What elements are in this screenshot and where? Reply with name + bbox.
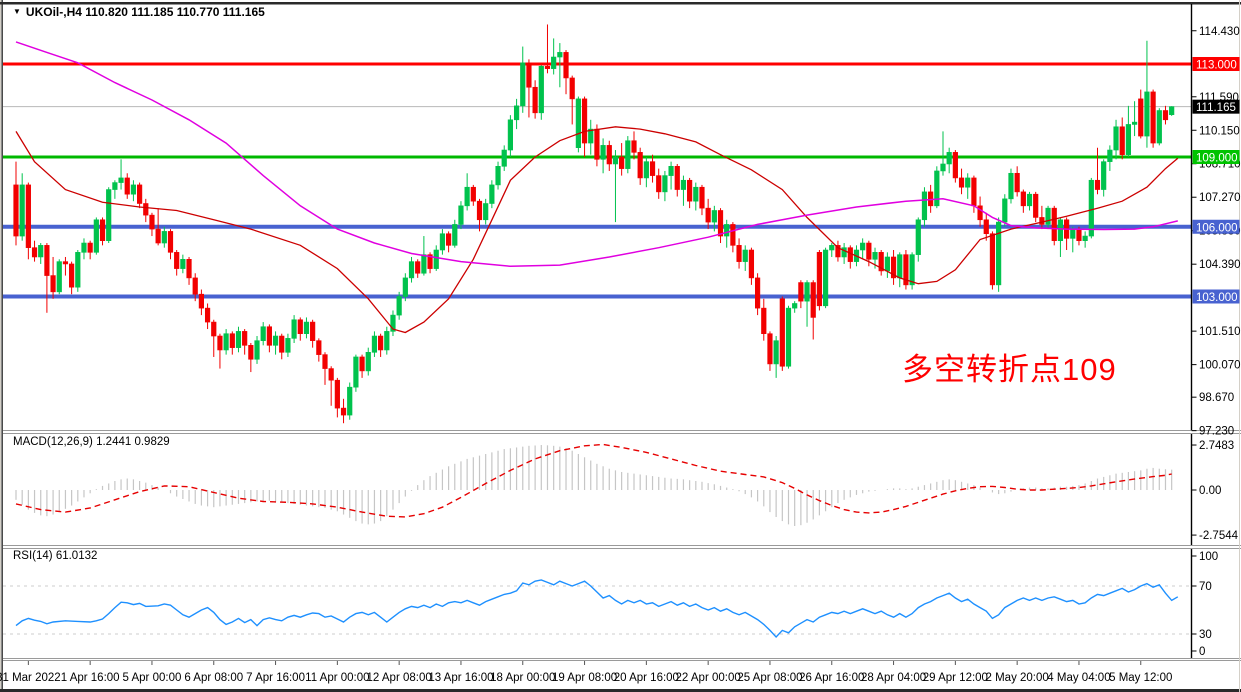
- time-tick-label: 5 Apr 00:00: [123, 672, 182, 684]
- time-tick-label: 12 Apr 08:00: [367, 672, 432, 684]
- time-tick-label: 7 Apr 16:00: [246, 672, 305, 684]
- time-tick-label: 6 Apr 08:00: [184, 672, 243, 684]
- macd-signal-line: [15, 443, 1172, 518]
- panel-splitters[interactable]: [0, 430, 1241, 661]
- time-tick-label: 28 Apr 04:00: [861, 672, 926, 684]
- price-tick-label: 104.390: [1199, 259, 1241, 271]
- price-tick-label: 98.670: [1199, 392, 1234, 404]
- price-tick-label: 100.070: [1199, 360, 1241, 372]
- symbol-title: ▼ UKOil-,H4 110.820 111.185 110.770 111.1…: [13, 5, 265, 19]
- moving-averages: [15, 41, 1179, 334]
- time-tick-label: 31 Mar 2022: [0, 672, 61, 684]
- time-tick-label: 2 May 20:00: [986, 672, 1049, 684]
- rsi-line: [15, 579, 1179, 639]
- time-tick-label: 11 Apr 00:00: [305, 672, 369, 684]
- macd-indicator-label: MACD(12,26,9) 1.2441 0.9829: [13, 436, 170, 448]
- time-tick-label: 4 May 04:00: [1047, 672, 1110, 684]
- chart-annotation-text: 多空转折点109: [902, 352, 1117, 387]
- macd-scale-label: -2.7544: [1199, 530, 1239, 542]
- macd-scale-label: 0.00: [1199, 485, 1221, 497]
- price-badge-109.000: 109.000: [1192, 150, 1240, 165]
- time-tick-label: 20 Apr 16:00: [614, 672, 679, 684]
- time-tick-label: 13 Apr 16:00: [428, 672, 493, 684]
- time-tick-label: 5 May 12:00: [1109, 672, 1172, 684]
- time-tick-label: 26 Apr 16:00: [799, 672, 864, 684]
- svg-text:103.000: 103.000: [1196, 292, 1238, 304]
- time-tick-label: 1 Apr 16:00: [61, 672, 120, 684]
- rsi-scale-label: 70: [1199, 581, 1212, 593]
- svg-text:111.165: 111.165: [1196, 102, 1236, 114]
- rsi-scale-label: 0: [1199, 646, 1205, 658]
- price-badge-103.000: 103.000: [1192, 289, 1240, 304]
- macd-scale-label: 2.7483: [1199, 440, 1234, 452]
- time-tick-label: 19 Apr 08:00: [552, 672, 617, 684]
- time-tick-label: 25 Apr 08:00: [737, 672, 802, 684]
- macd-panel: [15, 443, 1173, 527]
- ma-slow-magenta-line: [15, 41, 1178, 268]
- time-axis[interactable]: 31 Mar 2022 1 Apr 16:00 5 Apr 00:00 6 Apr 0…: [0, 661, 1172, 684]
- price-tick-label: 97.230: [1199, 426, 1234, 438]
- svg-text:106.000: 106.000: [1196, 222, 1238, 234]
- price-badge-113.000: 113.000: [1192, 57, 1240, 72]
- price-badge-106.000: 106.000: [1192, 219, 1240, 234]
- svg-text:109.000: 109.000: [1196, 153, 1238, 165]
- price-tick-label: 101.510: [1199, 326, 1241, 338]
- time-tick-label: 29 Apr 12:00: [923, 672, 988, 684]
- svg-text:113.000: 113.000: [1196, 60, 1237, 72]
- price-badge-111.165: 111.165: [1192, 99, 1240, 114]
- time-tick-label: 22 Apr 00:00: [676, 672, 741, 684]
- rsi-scale-label: 30: [1199, 629, 1212, 641]
- rsi-scale-label: 100: [1199, 551, 1218, 563]
- time-tick-label: 18 Apr 00:00: [490, 672, 555, 684]
- candlesticks: [13, 24, 1175, 424]
- price-tick-label: 114.430: [1199, 26, 1240, 38]
- rsi-indicator-label: RSI(14) 61.0132: [13, 550, 98, 562]
- price-tick-label: 107.270: [1199, 192, 1241, 204]
- symbol-title-text: UKOil-,H4 110.820 111.185 110.770 111.16…: [25, 5, 265, 19]
- chevron-down-icon[interactable]: ▼: [13, 7, 21, 16]
- ma-fast-red-line: [15, 126, 1179, 334]
- price-tick-label: 110.150: [1199, 125, 1240, 137]
- rsi-panel: [3, 579, 1191, 639]
